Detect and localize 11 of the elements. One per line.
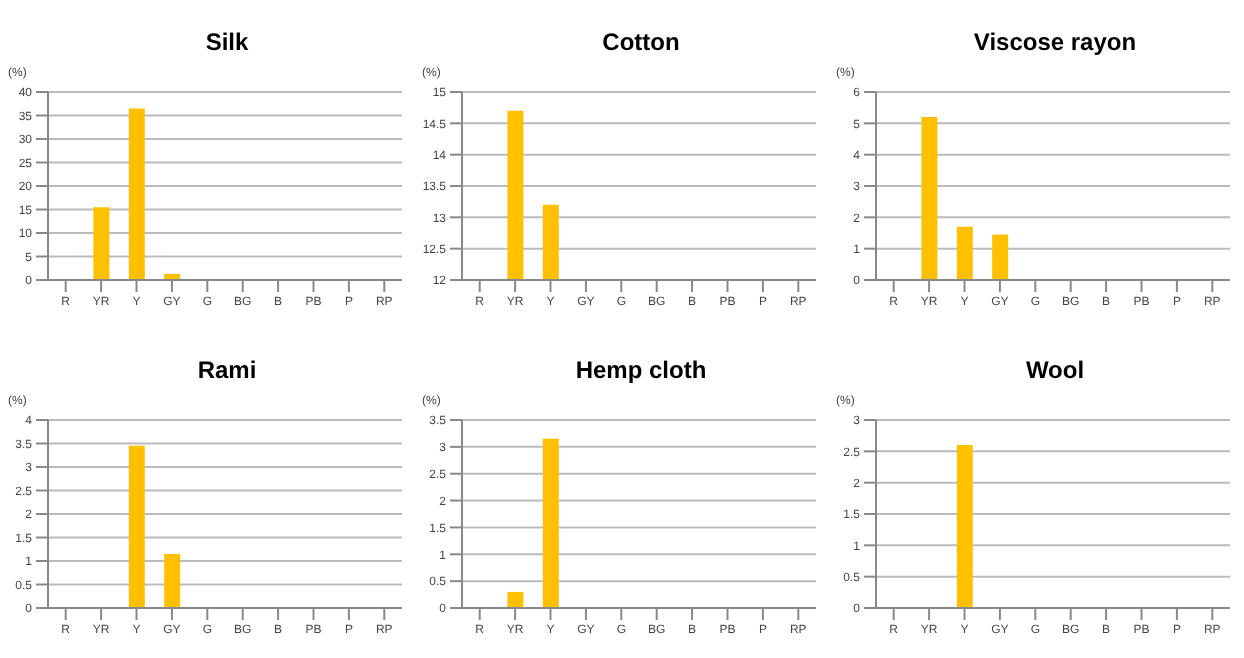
bar [93,207,110,280]
chart-title: Rami [195,356,259,384]
chart-title: Silk [203,28,251,56]
bar [956,226,973,280]
chart-title: Wool [1023,356,1087,384]
bar [128,108,145,280]
chart-title: Cotton [600,28,682,56]
chart-title: Hemp cloth [573,356,709,384]
chart-title: Viscose rayon [971,28,1139,56]
bar [921,117,938,280]
bar [992,234,1009,280]
